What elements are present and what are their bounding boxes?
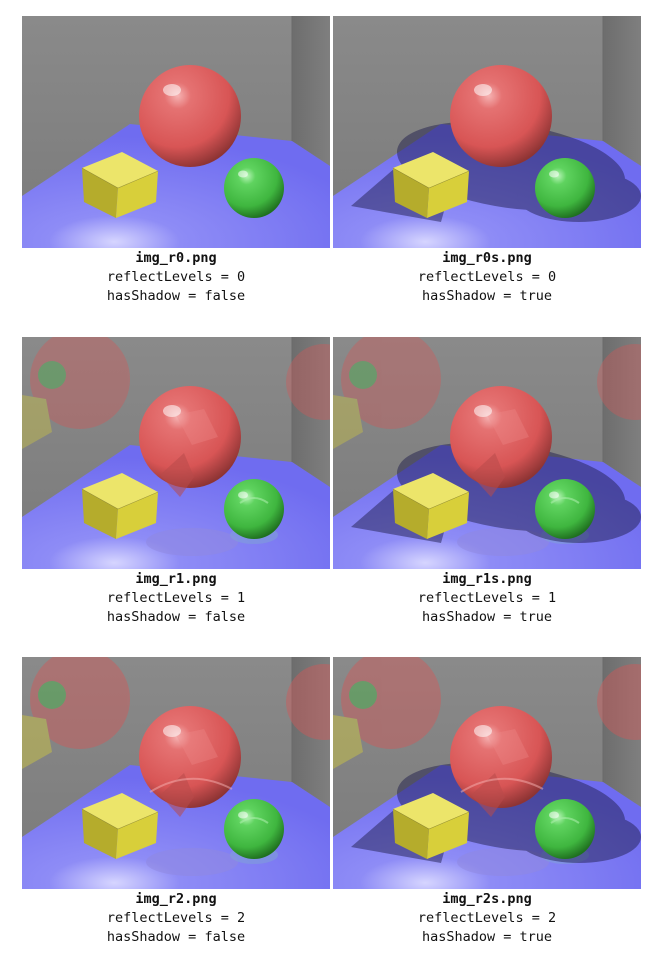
reflect-levels-line: reflectLevels = 1 bbox=[106, 590, 246, 606]
has-shadow-line: hasShadow = true bbox=[421, 288, 553, 304]
figure-filename: img_r1.png bbox=[135, 571, 217, 587]
figure-filename: img_r2.png bbox=[135, 891, 217, 907]
figure-cell: img_r0s.png reflectLevels = 0 hasShadow … bbox=[333, 16, 641, 306]
figure-cell: img_r2s.png reflectLevels = 2 hasShadow … bbox=[333, 657, 641, 947]
reflect-levels-line: reflectLevels = 2 bbox=[106, 910, 246, 926]
reflect-levels-line: reflectLevels = 0 bbox=[417, 269, 557, 285]
render-image bbox=[333, 16, 641, 248]
figure-filename: img_r0.png bbox=[135, 250, 217, 266]
figure-cell: img_r1s.png reflectLevels = 1 hasShadow … bbox=[333, 337, 641, 627]
has-shadow-line: hasShadow = true bbox=[421, 609, 553, 625]
has-shadow-line: hasShadow = true bbox=[421, 929, 553, 945]
render-image bbox=[22, 337, 330, 569]
render-image bbox=[333, 657, 641, 889]
figure-cell: img_r1.png reflectLevels = 1 hasShadow =… bbox=[22, 337, 330, 627]
figure-cell: img_r2.png reflectLevels = 2 hasShadow =… bbox=[22, 657, 330, 947]
figure-cell: img_r0.png reflectLevels = 0 hasShadow =… bbox=[22, 16, 330, 306]
figure-filename: img_r1s.png bbox=[442, 571, 532, 587]
render-image bbox=[22, 657, 330, 889]
render-image bbox=[22, 16, 330, 248]
figure-filename: img_r0s.png bbox=[442, 250, 532, 266]
reflect-levels-line: reflectLevels = 1 bbox=[417, 590, 557, 606]
reflect-levels-line: reflectLevels = 2 bbox=[417, 910, 557, 926]
render-image bbox=[333, 337, 641, 569]
has-shadow-line: hasShadow = false bbox=[106, 288, 246, 304]
figure-filename: img_r2s.png bbox=[442, 891, 532, 907]
reflect-levels-line: reflectLevels = 0 bbox=[106, 269, 246, 285]
has-shadow-line: hasShadow = false bbox=[106, 609, 246, 625]
has-shadow-line: hasShadow = false bbox=[106, 929, 246, 945]
